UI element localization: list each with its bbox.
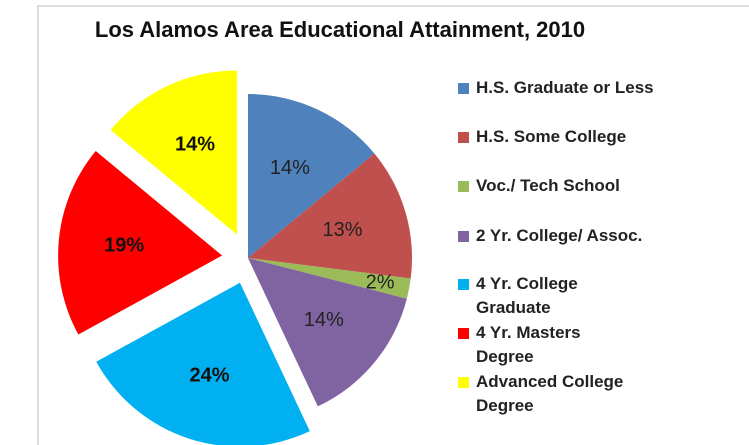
legend-swatch <box>458 377 469 388</box>
legend-swatch <box>458 231 469 242</box>
data-label: 19% <box>104 235 144 257</box>
legend-item: Advanced College Degree <box>458 370 626 418</box>
pie-slice <box>58 151 223 335</box>
chart-title: Los Alamos Area Educational Attainment, … <box>95 17 585 42</box>
legend-item: 4 Yr. Masters Degree <box>458 321 626 369</box>
pie-slice <box>248 153 412 279</box>
data-label: 24% <box>190 365 230 387</box>
legend-swatch <box>458 83 469 94</box>
legend-item: 2 Yr. College/ Assoc. <box>458 224 676 248</box>
legend-label: 2 Yr. College/ Assoc. <box>476 226 643 245</box>
data-label: 14% <box>270 157 310 179</box>
legend-label: H.S. Some College <box>476 127 627 146</box>
legend-item: Voc./ Tech School <box>458 174 676 198</box>
pie-slice <box>248 258 411 299</box>
pie-slice <box>248 258 407 407</box>
legend-swatch <box>458 328 469 339</box>
legend-label: 4 Yr. College Graduate <box>476 274 578 317</box>
pie-slice <box>96 282 310 445</box>
legend-swatch <box>458 279 469 290</box>
legend-item: H.S. Some College <box>458 125 676 149</box>
legend-label: 4 Yr. Masters Degree <box>476 323 581 366</box>
data-label: 2% <box>366 271 395 293</box>
legend-swatch <box>458 132 469 143</box>
legend-label: Voc./ Tech School <box>476 176 620 195</box>
legend-item: 4 Yr. College Graduate <box>458 272 626 320</box>
legend-swatch <box>458 181 469 192</box>
data-label: 14% <box>175 134 215 156</box>
legend-item: H.S. Graduate or Less <box>458 76 676 100</box>
data-label: 13% <box>322 219 362 241</box>
legend-label: H.S. Graduate or Less <box>476 78 654 97</box>
pie-slice <box>248 94 375 258</box>
data-label: 14% <box>304 309 344 331</box>
pie-slice <box>110 70 237 235</box>
legend-label: Advanced College Degree <box>476 372 624 415</box>
